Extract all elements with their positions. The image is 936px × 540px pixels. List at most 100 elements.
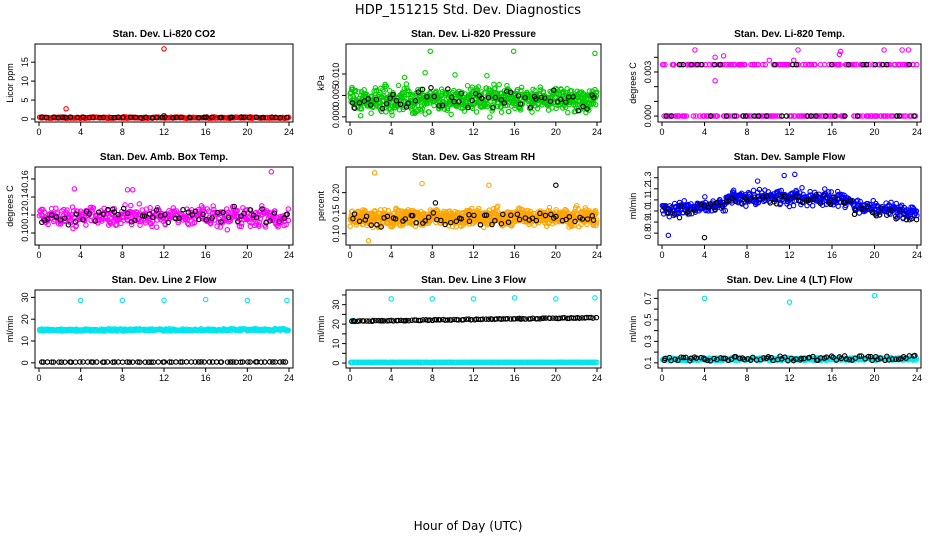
x-tick-label: 12 bbox=[784, 127, 794, 137]
data-point-primary bbox=[221, 212, 228, 219]
data-point-secondary bbox=[789, 61, 796, 68]
data-point-secondary bbox=[350, 215, 356, 222]
data-point-secondary bbox=[173, 359, 179, 365]
data-point-primary bbox=[285, 327, 291, 333]
data-point-secondary bbox=[817, 355, 824, 361]
panel-title: Stan. Dev. Gas Stream RH bbox=[412, 152, 535, 163]
data-point-secondary bbox=[180, 207, 186, 213]
panel-title: Stan. Dev. Sample Flow bbox=[734, 152, 846, 163]
data-point-secondary bbox=[808, 113, 814, 119]
data-point-primary bbox=[495, 103, 501, 110]
data-point-secondary bbox=[395, 317, 401, 324]
data-point-secondary bbox=[245, 359, 251, 365]
data-point-secondary bbox=[490, 104, 496, 111]
data-point-secondary bbox=[415, 89, 421, 95]
data-point-secondary bbox=[782, 354, 788, 360]
data-point-secondary bbox=[570, 94, 576, 100]
data-point-primary bbox=[865, 113, 872, 119]
plot-frame bbox=[345, 289, 602, 369]
data-point-secondary bbox=[557, 96, 564, 103]
data-point-secondary bbox=[783, 113, 790, 119]
y-tick-label: 0.000 bbox=[643, 105, 653, 128]
y-tick-label: 10 bbox=[20, 76, 30, 86]
data-point-secondary bbox=[511, 316, 518, 322]
data-point-primary bbox=[452, 72, 458, 78]
x-tick-label: 0 bbox=[36, 373, 41, 383]
data-point-secondary bbox=[701, 234, 708, 241]
data-point-primary bbox=[837, 61, 843, 68]
data-point-secondary bbox=[72, 219, 79, 225]
data-point-primary bbox=[427, 48, 434, 55]
data-point-secondary bbox=[533, 217, 540, 224]
data-point-secondary bbox=[550, 87, 557, 93]
data-point-secondary bbox=[559, 315, 566, 321]
data-point-secondary bbox=[572, 218, 578, 225]
data-point-secondary bbox=[94, 359, 100, 365]
x-tick-label: 4 bbox=[389, 127, 394, 137]
data-point-secondary bbox=[550, 315, 556, 321]
data-point-secondary bbox=[725, 357, 732, 364]
data-point-secondary bbox=[357, 318, 363, 324]
data-point-secondary bbox=[540, 315, 547, 321]
data-point-secondary bbox=[183, 359, 190, 365]
x-tick-label: 8 bbox=[744, 127, 749, 137]
x-tick-label: 20 bbox=[869, 127, 879, 137]
data-point-secondary bbox=[48, 359, 55, 365]
data-point-secondary bbox=[433, 317, 440, 323]
data-point-primary bbox=[64, 207, 70, 213]
data-point-secondary bbox=[203, 217, 210, 223]
plot-frame bbox=[34, 43, 294, 123]
x-tick-label: 24 bbox=[592, 373, 602, 383]
data-point-secondary bbox=[547, 98, 554, 105]
x-tick-label: 20 bbox=[242, 127, 252, 137]
data-point-secondary bbox=[67, 114, 74, 120]
data-point-primary bbox=[128, 221, 135, 228]
data-point-secondary bbox=[442, 221, 448, 228]
data-point-secondary bbox=[231, 203, 237, 210]
data-point-secondary bbox=[356, 218, 363, 225]
data-point-secondary bbox=[349, 100, 356, 106]
data-point-secondary bbox=[489, 221, 495, 228]
data-point-secondary bbox=[707, 201, 714, 207]
data-point-secondary bbox=[225, 214, 232, 221]
data-point-secondary bbox=[206, 359, 213, 365]
data-point-secondary bbox=[498, 97, 505, 103]
data-point-secondary bbox=[351, 318, 358, 325]
data-point-primary bbox=[401, 74, 408, 81]
data-point-secondary bbox=[751, 194, 758, 200]
data-point-secondary bbox=[58, 359, 65, 365]
data-point-secondary bbox=[908, 215, 915, 222]
data-point-secondary bbox=[238, 213, 244, 219]
data-point-primary bbox=[820, 113, 826, 119]
data-point-secondary bbox=[865, 353, 872, 360]
data-point-secondary bbox=[124, 359, 130, 365]
data-point-secondary bbox=[120, 205, 127, 212]
data-point-primary bbox=[381, 207, 388, 213]
data-point-primary bbox=[107, 220, 114, 227]
x-tick-label: 16 bbox=[201, 373, 211, 383]
data-point-secondary bbox=[663, 113, 669, 119]
data-point-primary bbox=[594, 359, 600, 366]
data-point-primary bbox=[790, 57, 797, 63]
x-tick-label: 20 bbox=[551, 127, 561, 137]
data-point-primary bbox=[498, 109, 505, 115]
data-point-secondary bbox=[693, 355, 700, 361]
data-point-secondary bbox=[176, 215, 182, 222]
data-point-secondary bbox=[390, 91, 396, 98]
data-point-secondary bbox=[360, 318, 367, 324]
data-point-primary bbox=[743, 203, 749, 209]
data-point-secondary bbox=[195, 359, 202, 365]
data-point-secondary bbox=[804, 113, 811, 119]
data-point-secondary bbox=[48, 212, 55, 218]
data-point-secondary bbox=[553, 182, 559, 188]
data-point-secondary bbox=[92, 218, 99, 224]
data-point-primary bbox=[514, 86, 521, 93]
data-point-primary bbox=[347, 223, 353, 229]
data-point-secondary bbox=[62, 114, 68, 121]
data-point-primary bbox=[812, 61, 818, 68]
data-point-primary bbox=[801, 113, 808, 119]
data-point-secondary bbox=[431, 93, 437, 100]
x-tick-label: 12 bbox=[468, 250, 478, 260]
